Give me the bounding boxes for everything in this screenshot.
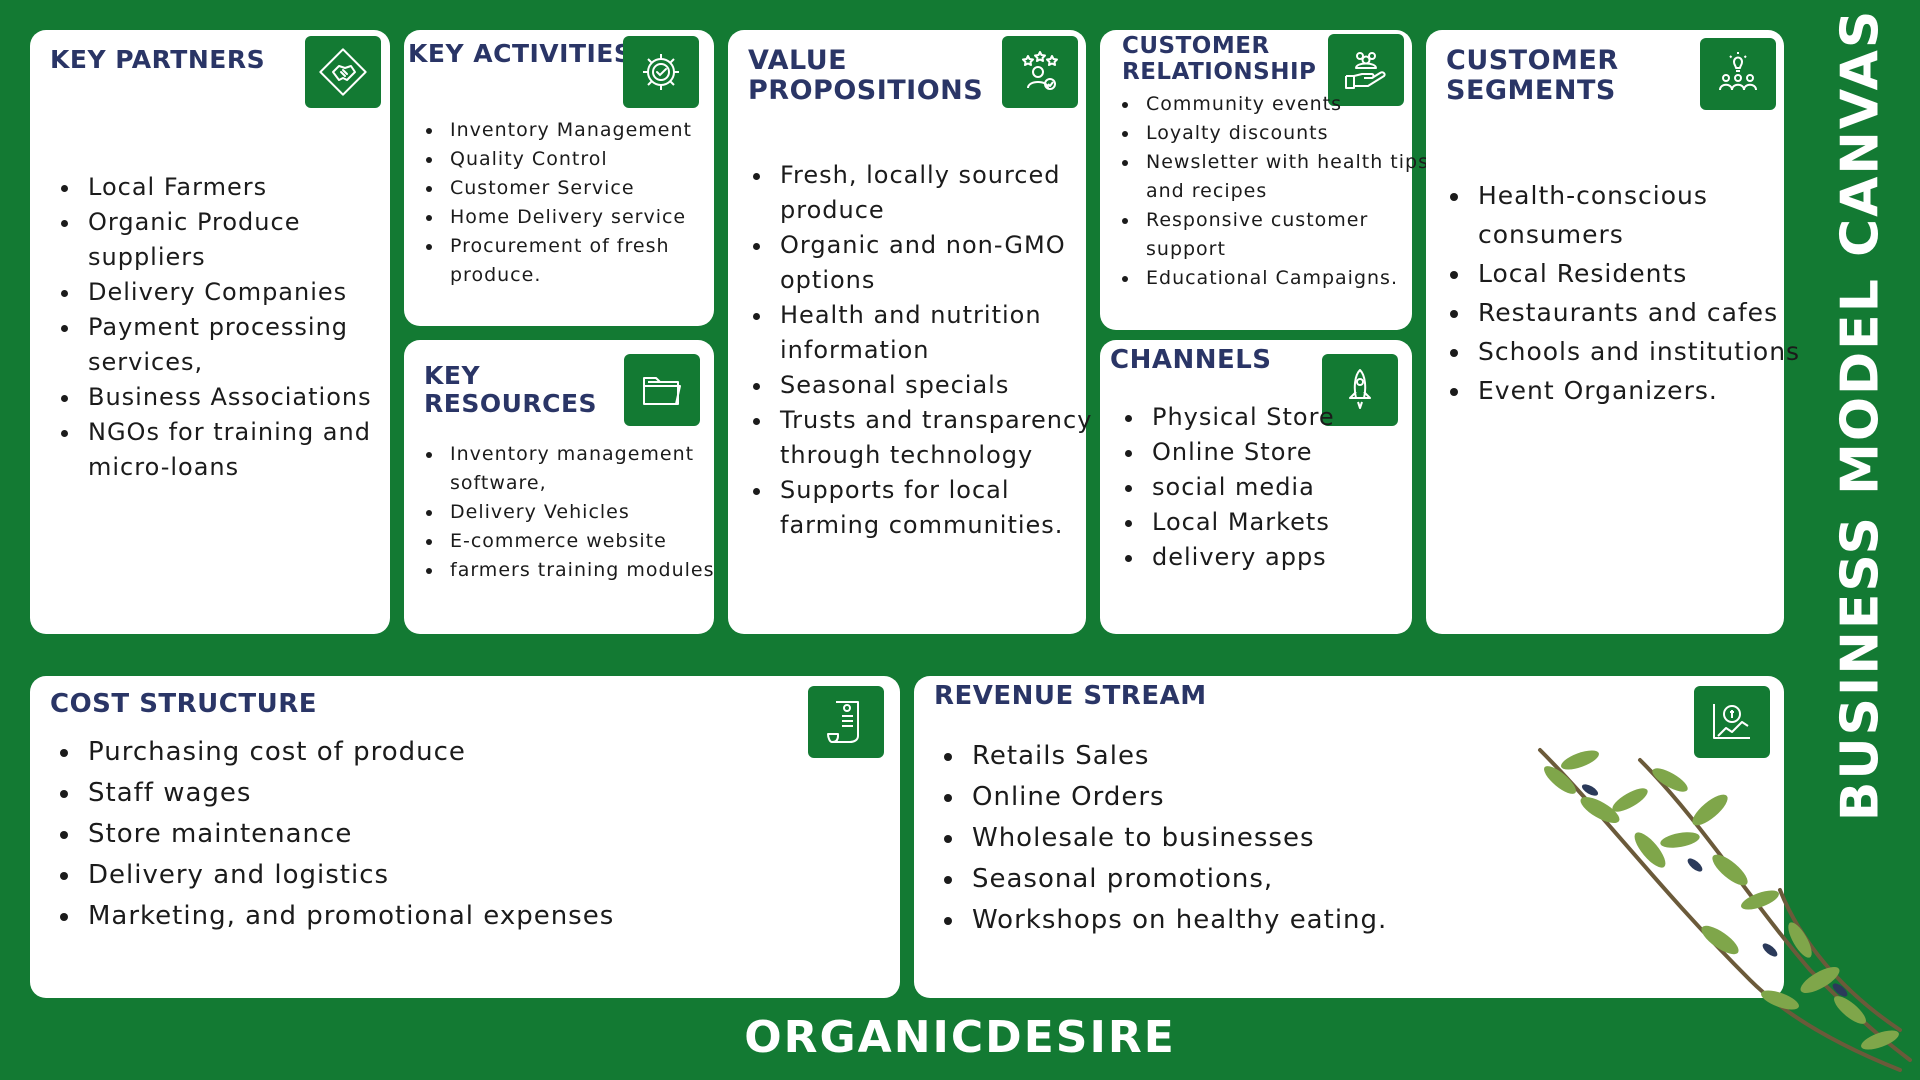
list-item: Delivery Vehicles — [444, 498, 734, 527]
customer-relationship-title: CUSTOMER RELATIONSHIP — [1122, 33, 1317, 85]
list-item: Physical Store — [1146, 400, 1436, 435]
list-item: Delivery Companies — [82, 275, 412, 310]
side-title: BUSINESS MODEL CANVAS — [1818, 9, 1902, 822]
list-item: NGOs for training and micro-loans — [82, 415, 412, 485]
cost-structure-card: COST STRUCTURE Purchasing cost of produc… — [30, 676, 900, 998]
list-item: Quality Control — [444, 145, 734, 174]
list-item: Local Residents — [1472, 254, 1806, 293]
list-item: Event Organizers. — [1472, 371, 1806, 410]
list-item: Online Store — [1146, 435, 1436, 470]
list-item: Workshops on healthy eating. — [966, 900, 1786, 941]
list-item: Business Associations — [82, 380, 412, 415]
list-item: Local Markets — [1146, 505, 1436, 540]
key-activities-list: Inventory Management Quality Control Cus… — [418, 116, 734, 290]
value-propositions-card: VALUE PROPOSITIONS Fresh, locally source… — [728, 30, 1091, 634]
channels-list: Physical Store Online Store social media… — [1120, 400, 1436, 575]
key-activities-card: KEY ACTIVITIES Inventory Management Qual… — [404, 30, 714, 326]
list-item: Health and nutrition information — [774, 298, 1104, 368]
list-item: farmers training modules — [444, 556, 734, 585]
rocket-icon — [1322, 354, 1398, 426]
list-item: Inventory management software, — [444, 440, 734, 498]
list-item: Educational Campaigns. — [1140, 264, 1432, 293]
list-item: Health-conscious consumers — [1472, 176, 1806, 254]
list-item: Store maintenance — [82, 814, 902, 855]
key-partners-title: KEY PARTNERS — [50, 45, 266, 74]
list-item: Community events — [1140, 90, 1432, 119]
list-item: Local Farmers — [82, 170, 412, 205]
customer-segments-card: CUSTOMER SEGMENTS Health-conscious consu… — [1426, 30, 1799, 634]
cost-structure-title: COST STRUCTURE — [50, 689, 317, 719]
side-title-text: BUSINESS MODEL CANVAS — [1830, 8, 1890, 822]
cost-structure-list: Purchasing cost of produce Staff wages S… — [56, 732, 902, 937]
customer-segments-list: Health-conscious consumers Local Residen… — [1446, 176, 1806, 410]
list-item: Procurement of fresh produce. — [444, 232, 734, 290]
brand-name: ORGANICDESIRE — [744, 1012, 1176, 1063]
list-item: Supports for local farming communities. — [774, 473, 1104, 543]
list-item: Inventory Management — [444, 116, 734, 145]
list-item: E-commerce website — [444, 527, 734, 556]
revenue-stream-title: REVENUE STREAM — [934, 681, 1207, 711]
list-item: delivery apps — [1146, 540, 1436, 575]
list-item: Loyalty discounts — [1140, 119, 1432, 148]
receipt-icon — [808, 686, 884, 758]
list-item: Purchasing cost of produce — [82, 732, 902, 773]
list-item: Payment processing services, — [82, 310, 412, 380]
hand-people-icon — [1328, 34, 1404, 106]
list-item: Seasonal promotions, — [966, 859, 1786, 900]
customer-relationship-list: Community events Loyalty discounts Newsl… — [1114, 90, 1432, 293]
people-lightbulb-icon — [1700, 38, 1776, 110]
list-item: Seasonal specials — [774, 368, 1104, 403]
list-item: Responsive customer support — [1140, 206, 1432, 264]
olive-branch-decoration — [1538, 748, 1912, 1072]
list-item: social media — [1146, 470, 1436, 505]
list-item: Customer Service — [444, 174, 734, 203]
key-resources-card: KEY RESOURCES Inventory management softw… — [404, 340, 714, 634]
value-propositions-title: VALUE PROPOSITIONS — [748, 45, 984, 107]
list-item: Restaurants and cafes — [1472, 293, 1806, 332]
gear-check-icon — [623, 36, 699, 108]
star-user-icon — [1002, 36, 1078, 108]
list-item: Trusts and transparency through technolo… — [774, 403, 1104, 473]
channels-card: CHANNELS Physical Store Online Store soc… — [1100, 340, 1412, 634]
value-propositions-list: Fresh, locally sourced produce Organic a… — [748, 158, 1104, 543]
customer-relationship-card: CUSTOMER RELATIONSHIP Community events L… — [1100, 30, 1428, 330]
key-resources-list: Inventory management software, Delivery … — [418, 440, 734, 585]
list-item: Delivery and logistics — [82, 855, 902, 896]
customer-segments-title: CUSTOMER SEGMENTS — [1446, 45, 1619, 107]
list-item: Home Delivery service — [444, 203, 734, 232]
revenue-stream-list: Retails Sales Online Orders Wholesale to… — [940, 736, 1786, 941]
list-item: Organic Produce suppliers — [82, 205, 412, 275]
list-item: Newsletter with health tips and recipes — [1140, 148, 1432, 206]
key-partners-list: Local Farmers Organic Produce suppliers … — [56, 170, 412, 485]
key-activities-title: KEY ACTIVITIES — [408, 39, 633, 68]
key-resources-title: KEY RESOURCES — [424, 361, 598, 418]
channels-title: CHANNELS — [1110, 345, 1272, 375]
key-partners-card: KEY PARTNERS Local Farmers Organic Produ… — [30, 30, 390, 634]
list-item: Staff wages — [82, 773, 902, 814]
list-item: Organic and non-GMO options — [774, 228, 1104, 298]
money-chart-icon — [1694, 686, 1770, 758]
list-item: Wholesale to businesses — [966, 818, 1786, 859]
list-item: Schools and institutions — [1472, 332, 1806, 371]
list-item: Retails Sales — [966, 736, 1786, 777]
list-item: Marketing, and promotional expenses — [82, 896, 902, 937]
folder-icon — [624, 354, 700, 426]
handshake-icon — [305, 36, 381, 108]
list-item: Fresh, locally sourced produce — [774, 158, 1104, 228]
list-item: Online Orders — [966, 777, 1786, 818]
